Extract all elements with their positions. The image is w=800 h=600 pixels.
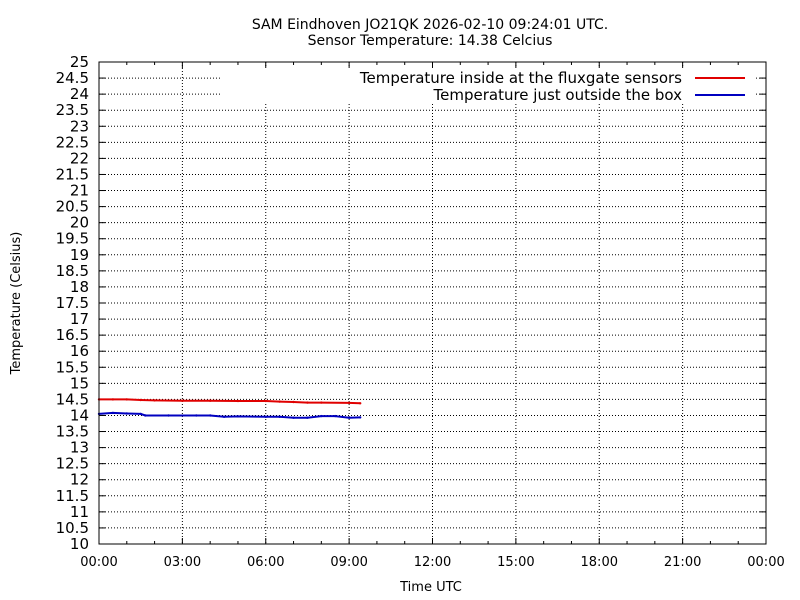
y-tick-label: 24 (70, 85, 89, 103)
y-tick-label: 15 (70, 374, 89, 392)
x-tick-label: 18:00 (581, 555, 618, 570)
series-1-point (167, 414, 170, 417)
series-0-point (111, 398, 115, 401)
y-tick-label: 24.5 (56, 69, 89, 87)
series-1-point (222, 415, 226, 418)
series-1-point (320, 414, 323, 418)
series-1-point (139, 412, 142, 416)
y-tick-label: 13.5 (56, 423, 89, 441)
y-tick-label: 16.5 (56, 326, 89, 344)
series-1-point (347, 416, 351, 419)
y-tick-label: 22.5 (56, 133, 89, 151)
series-0-point (264, 399, 267, 403)
y-tick-label: 25 (70, 53, 89, 71)
x-axis-ticks: 00:00 03:00 06:00 09:00 12:00 15:00 18:00 21:00… (80, 62, 785, 570)
series-1-point (292, 416, 295, 419)
chart-subtitle: Sensor Temperature: 14.38 Celcius (308, 33, 553, 49)
y-tick-label: 18 (70, 278, 89, 296)
legend: Temperature inside at the fluxgate senso… (359, 69, 745, 104)
y-tick-label: 17 (70, 310, 89, 328)
series-0-point (306, 401, 309, 404)
y-tick-label: 19 (70, 246, 89, 264)
y-tick-label: 20 (70, 214, 89, 232)
series-0-point (139, 398, 142, 402)
x-tick-label: 15:00 (497, 555, 534, 570)
y-tick-label: 10 (70, 535, 89, 553)
grid (99, 62, 766, 544)
y-tick-label: 10.5 (56, 519, 89, 537)
series-0-point (292, 400, 295, 404)
x-tick-label: 00:00 (747, 555, 784, 570)
series-0-point (209, 399, 212, 402)
y-tick-label: 13 (70, 439, 89, 457)
series-0-point (236, 399, 240, 403)
legend-background (222, 68, 755, 104)
series-1-point (334, 414, 337, 418)
y-tick-label: 11 (70, 503, 89, 521)
y-axis-label: Temperature (Celsius) (9, 232, 24, 376)
series-1-point (278, 415, 281, 418)
series-0-point (278, 400, 281, 403)
y-tick-label: 21.5 (56, 165, 89, 183)
y-tick-label: 14 (70, 406, 89, 424)
y-tick-label: 12.5 (56, 455, 89, 473)
series-1-point (209, 414, 212, 417)
x-axis-label: Time UTC (399, 580, 462, 595)
series-1-point (125, 412, 128, 415)
series-1-point (264, 415, 267, 418)
plot-border (98, 61, 767, 545)
y-tick-label: 22 (70, 149, 89, 167)
series-1-point (195, 414, 198, 417)
y-tick-label: 23 (70, 117, 89, 135)
y-tick-label: 18.5 (56, 262, 89, 280)
series-0-point (181, 399, 184, 402)
x-tick-label: 03:00 (164, 555, 201, 570)
series-0-point (125, 398, 128, 401)
y-axis-ticks: 1010.51111.51212.51313.51414.51515.51616… (56, 53, 766, 553)
series-1-point (111, 411, 115, 415)
chart-title: SAM Eindhoven JO21QK 2026-02-10 09:24:01… (252, 17, 608, 33)
series-1-point (359, 416, 362, 419)
y-tick-label: 19.5 (56, 230, 89, 248)
x-tick-label: 21:00 (664, 555, 701, 570)
y-tick-label: 14.5 (56, 390, 89, 408)
x-tick-label: 09:00 (330, 555, 367, 570)
y-tick-label: 15.5 (56, 358, 89, 376)
y-tick-label: 20.5 (56, 198, 89, 216)
series-1-point (144, 414, 147, 417)
series-0-point (153, 399, 156, 402)
x-tick-label: 00:00 (80, 555, 117, 570)
series-1-point (306, 416, 309, 419)
y-tick-label: 21 (70, 182, 89, 200)
x-tick-label: 06:00 (247, 555, 284, 570)
legend-label-0: Temperature inside at the fluxgate senso… (359, 69, 682, 87)
legend-label-1: Temperature just outside the box (433, 86, 683, 104)
series-0-point (347, 401, 351, 405)
y-tick-label: 16 (70, 342, 89, 360)
y-tick-label: 12 (70, 471, 89, 489)
y-tick-label: 11.5 (56, 487, 89, 505)
plot-series (97, 398, 362, 419)
x-tick-label: 12:00 (414, 555, 451, 570)
series-line-1 (98, 411, 361, 419)
series-0-point (320, 401, 323, 404)
series-1-point (236, 415, 240, 418)
y-tick-label: 23.5 (56, 101, 89, 119)
y-tick-label: 17.5 (56, 294, 89, 312)
series-0-point (359, 402, 362, 405)
